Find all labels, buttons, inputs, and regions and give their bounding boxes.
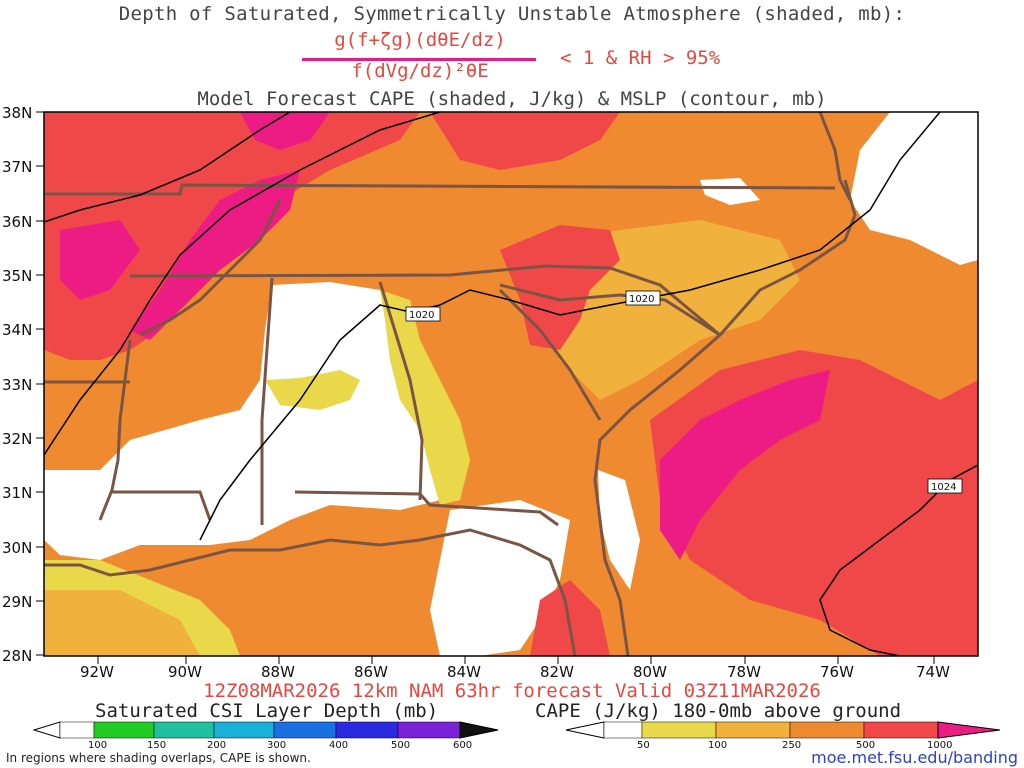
border-fl-north [294,490,559,527]
lat-label: 34N [2,321,32,339]
lat-label: 30N [2,539,32,557]
lon-label: 78W [727,663,761,681]
lat-label: 37N [2,158,32,176]
lat-label: 36N [2,213,32,231]
credit-link[interactable]: moe.met.fsu.edu/banding [811,748,1018,767]
coast-gulf [44,528,577,656]
csi-colorbar: 100 150 200 300 400 500 600 [32,721,499,751]
lat-label: 29N [2,593,32,611]
lat-label: 32N [2,430,32,448]
csi-tick: 200 [207,740,226,751]
cape-1000-region-atlantic [660,370,830,560]
isobar-label: 1020 [629,294,654,305]
csi-tick: 300 [267,740,286,751]
cape-tick: 100 [708,740,727,751]
lat-label: 28N [2,647,32,665]
csi-tick: 100 [88,740,107,751]
river-mississippi [98,339,132,521]
cape-colorbar-title: CAPE (J/kg) 180-0mb above ground [535,700,902,722]
csi-tick: 600 [453,740,472,751]
lon-label: 92W [80,663,114,681]
cape-1000-region-ky [60,220,140,300]
lon-label: 88W [261,663,295,681]
border-la-ms [110,490,212,521]
equation-condition: < 1 & RH > 95% [560,47,721,69]
lon-label: 80W [633,663,667,681]
isobar-labels: 1020 1020 1024 [405,290,963,494]
lon-label: 76W [820,663,854,681]
lon-label: 74W [916,663,950,681]
cape-tick: 1000 [927,740,952,751]
no-cape-region-florida [598,470,640,590]
border-tn-north [44,183,836,196]
isobar-1020-central [199,112,941,541]
cape-tick: 500 [856,740,875,751]
csi-tick: 400 [329,740,348,751]
lon-label: 82W [540,663,574,681]
coast-east [593,179,857,656]
lon-label: 90W [168,663,202,681]
lat-label: 33N [2,376,32,394]
cape-500-region-florida [530,580,610,656]
cape-100-region-gulf [44,590,200,656]
cape-tick: 50 [637,740,650,751]
no-cape-region-gulf-east [430,500,570,656]
latitude-axis [36,111,44,656]
cape-500-region-va [430,112,620,170]
lon-label: 86W [354,663,388,681]
longitude-labels: 92W 90W 88W 86W 84W 82W 80W 78W 76W 74W [80,663,950,681]
coast-chesapeake [818,112,852,201]
longitude-axis [97,656,935,664]
lat-label: 31N [2,484,32,502]
isobar-label: 1020 [409,310,434,321]
no-cape-region-atlantic-ne [850,112,978,265]
forecast-valid-line: 12Z08MAR2026 12km NAM 63hr forecast Vali… [203,680,821,702]
lon-label: 84W [447,663,481,681]
equation-denominator: f(dVg/dz)²θE [351,60,489,82]
csi-tick: 150 [147,740,166,751]
csi-tick: 500 [391,740,410,751]
isobar-1020-west2 [44,112,441,456]
border-ga-sc [498,288,602,421]
isobar-label: 1024 [931,482,956,493]
cape-50-region-al-ga [380,290,470,505]
border-al-ga [378,281,424,501]
latitude-labels: 38N 37N 36N 35N 34N 33N 32N 31N 30N 29N … [2,104,32,665]
cape-1000-region-west [130,170,300,340]
cape-tick: 250 [782,740,801,751]
shading-note: In regions where shading overlaps, CAPE … [6,751,311,765]
border-nc-sc [499,283,721,337]
isobar-1020-west [44,112,291,223]
map-title: Depth of Saturated, Symmetrically Unstab… [118,3,906,25]
lat-label: 35N [2,267,32,285]
cape-1000-region-ne [240,112,330,150]
river-tennessee [139,199,282,337]
equation-numerator: g(f+ζg)(dθE/dz) [334,29,506,51]
equation-fraction-bar [302,58,536,61]
border-ms-al [260,277,274,525]
cape-50-region-al-central [265,370,360,410]
lat-label: 38N [2,104,32,122]
cape-colorbar: 50 100 250 500 1000 [565,721,1001,751]
map-subtitle: Model Forecast CAPE (shaded, J/kg) & MSL… [197,88,827,110]
no-cape-region-va [700,178,760,205]
csi-colorbar-title: Saturated CSI Layer Depth (mb) [95,700,439,722]
